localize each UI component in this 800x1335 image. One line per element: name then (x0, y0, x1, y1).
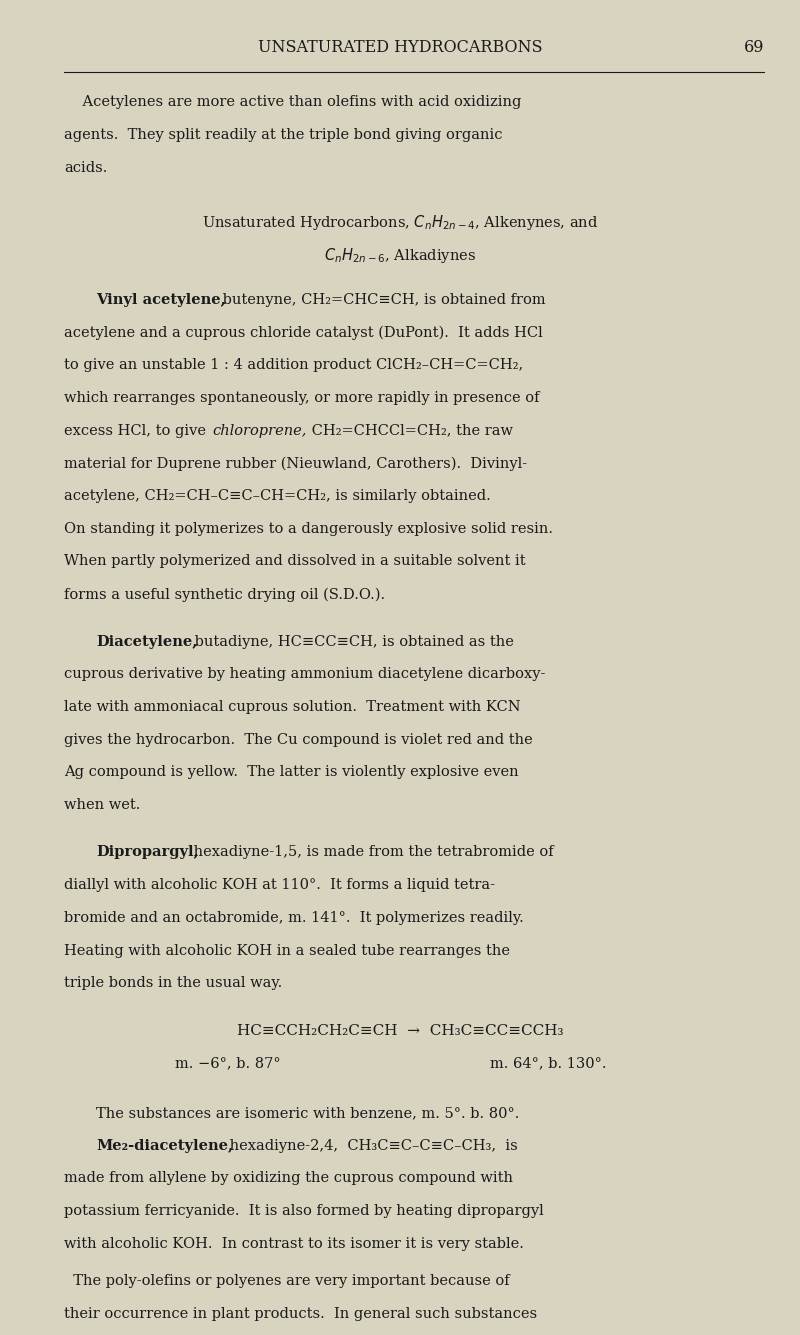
Text: potassium ferricyanide.  It is also formed by heating dipropargyl: potassium ferricyanide. It is also forme… (64, 1204, 544, 1218)
Text: acids.: acids. (64, 160, 107, 175)
Text: Dipropargyl,: Dipropargyl, (96, 845, 198, 860)
Text: UNSATURATED HYDROCARBONS: UNSATURATED HYDROCARBONS (258, 39, 542, 56)
Text: bromide and an octabromide, m. 141°.  It polymerizes readily.: bromide and an octabromide, m. 141°. It … (64, 910, 524, 925)
Text: with alcoholic KOH.  In contrast to its isomer it is very stable.: with alcoholic KOH. In contrast to its i… (64, 1236, 524, 1251)
Text: forms a useful synthetic drying oil (S.D.O.).: forms a useful synthetic drying oil (S.D… (64, 587, 385, 602)
Text: m. 64°, b. 130°.: m. 64°, b. 130°. (490, 1056, 606, 1071)
Text: their occurrence in plant products.  In general such substances: their occurrence in plant products. In g… (64, 1307, 537, 1322)
Text: to give an unstable 1 : 4 addition product ClCH₂–CH=C=CH₂,: to give an unstable 1 : 4 addition produ… (64, 358, 523, 372)
Text: The substances are isomeric with benzene, m. 5°. b. 80°.: The substances are isomeric with benzene… (96, 1105, 519, 1120)
Text: CH₂=CHCCl=CH₂, the raw: CH₂=CHCCl=CH₂, the raw (307, 423, 514, 438)
Text: late with ammoniacal cuprous solution.  Treatment with KCN: late with ammoniacal cuprous solution. T… (64, 700, 521, 714)
Text: when wet.: when wet. (64, 798, 140, 812)
Text: Vinyl acetylene,: Vinyl acetylene, (96, 292, 226, 307)
Text: butadiyne, HC≡CC≡CH, is obtained as the: butadiyne, HC≡CC≡CH, is obtained as the (190, 634, 514, 649)
Text: which rearranges spontaneously, or more rapidly in presence of: which rearranges spontaneously, or more … (64, 391, 539, 405)
Text: Acetylenes are more active than olefins with acid oxidizing: Acetylenes are more active than olefins … (64, 95, 522, 109)
Text: Ag compound is yellow.  The latter is violently explosive even: Ag compound is yellow. The latter is vio… (64, 765, 518, 780)
Text: gives the hydrocarbon.  The Cu compound is violet red and the: gives the hydrocarbon. The Cu compound i… (64, 733, 533, 746)
Text: HC≡CCH₂CH₂C≡CH  →  CH₃C≡CC≡CCH₃: HC≡CCH₂CH₂C≡CH → CH₃C≡CC≡CCH₃ (237, 1024, 563, 1037)
Text: material for Duprene rubber (Nieuwland, Carothers).  Divinyl-: material for Duprene rubber (Nieuwland, … (64, 457, 527, 471)
Text: $C_nH_{2n-6}$, Alkadiynes: $C_nH_{2n-6}$, Alkadiynes (324, 246, 476, 264)
Text: Unsaturated Hydrocarbons, $C_nH_{2n-4}$, Alkenynes, and: Unsaturated Hydrocarbons, $C_nH_{2n-4}$,… (202, 212, 598, 232)
Text: acetylene, CH₂=CH–C≡C–CH=CH₂, is similarly obtained.: acetylene, CH₂=CH–C≡C–CH=CH₂, is similar… (64, 489, 490, 503)
Text: chloroprene,: chloroprene, (213, 423, 307, 438)
Text: triple bonds in the usual way.: triple bonds in the usual way. (64, 976, 282, 991)
Text: 69: 69 (743, 39, 764, 56)
Text: On standing it polymerizes to a dangerously explosive solid resin.: On standing it polymerizes to a dangerou… (64, 522, 553, 535)
Text: Me₂-diacetylene,: Me₂-diacetylene, (96, 1139, 233, 1152)
Text: When partly polymerized and dissolved in a suitable solvent it: When partly polymerized and dissolved in… (64, 554, 526, 569)
Text: acetylene and a cuprous chloride catalyst (DuPont).  It adds HCl: acetylene and a cuprous chloride catalys… (64, 326, 542, 340)
Text: Diacetylene,: Diacetylene, (96, 634, 198, 649)
Text: hexadiyne-1,5, is made from the tetrabromide of: hexadiyne-1,5, is made from the tetrabro… (189, 845, 554, 860)
Text: made from allylene by oxidizing the cuprous compound with: made from allylene by oxidizing the cupr… (64, 1171, 513, 1185)
Text: The poly-olefins or polyenes are very important because of: The poly-olefins or polyenes are very im… (64, 1275, 510, 1288)
Text: excess HCl, to give: excess HCl, to give (64, 423, 210, 438)
Text: hexadiyne-2,4,  CH₃C≡C–C≡C–CH₃,  is: hexadiyne-2,4, CH₃C≡C–C≡C–CH₃, is (225, 1139, 518, 1152)
Text: agents.  They split readily at the triple bond giving organic: agents. They split readily at the triple… (64, 128, 502, 142)
Text: diallyl with alcoholic KOH at 110°.  It forms a liquid tetra-: diallyl with alcoholic KOH at 110°. It f… (64, 878, 495, 892)
Text: cuprous derivative by heating ammonium diacetylene dicarboxy-: cuprous derivative by heating ammonium d… (64, 668, 546, 681)
Text: butenyne, CH₂=CHC≡CH, is obtained from: butenyne, CH₂=CHC≡CH, is obtained from (218, 292, 546, 307)
Text: m. −6°, b. 87°: m. −6°, b. 87° (175, 1056, 281, 1071)
Text: Heating with alcoholic KOH in a sealed tube rearranges the: Heating with alcoholic KOH in a sealed t… (64, 944, 510, 957)
